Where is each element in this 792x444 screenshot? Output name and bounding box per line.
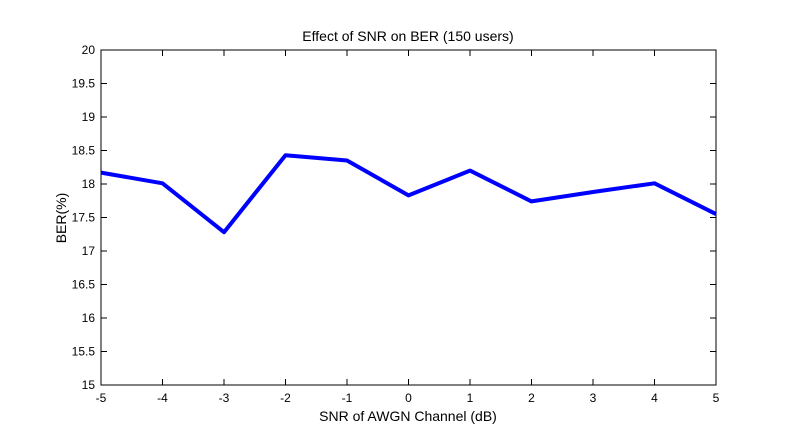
x-axis-label: SNR of AWGN Channel (dB) [319,408,497,424]
x-tick-label: 4 [651,391,658,405]
x-tick-label: -2 [280,391,291,405]
plot-area [100,49,717,386]
x-tick-label: 2 [528,391,535,405]
x-tick-label: -3 [219,391,230,405]
x-tick-label: -4 [157,391,168,405]
y-tick-label: 15 [82,378,96,392]
series-line [100,153,717,235]
y-tick-label: 16 [82,311,96,325]
y-axis-ticks: 15 15.5 16 16.5 17 17.5 18 18.5 19 19.5 20 [72,43,716,392]
y-tick-label: 17 [82,244,96,258]
y-axis-label: BER(%) [53,193,69,244]
y-tick-label: 19 [82,110,96,124]
y-tick-label: 16.5 [72,278,96,292]
y-tick-label: 15.5 [72,345,96,359]
x-tick-label: 0 [405,391,412,405]
x-tick-label: 1 [467,391,474,405]
x-tick-label: -5 [96,391,107,405]
series-layer [100,153,717,235]
chart-title: Effect of SNR on BER (150 users) [302,28,513,44]
x-tick-label: -1 [342,391,353,405]
y-tick-label: 18.5 [72,144,96,158]
y-tick-label: 18 [82,177,96,191]
x-tick-label: 3 [590,391,597,405]
x-axis-ticks: -5 -4 -3 -2 -1 0 1 2 3 4 5 [96,50,720,405]
y-tick-label: 17.5 [72,211,96,225]
y-tick-label: 19.5 [72,77,96,91]
x-tick-label: 5 [713,391,720,405]
y-tick-label: 20 [82,43,96,57]
